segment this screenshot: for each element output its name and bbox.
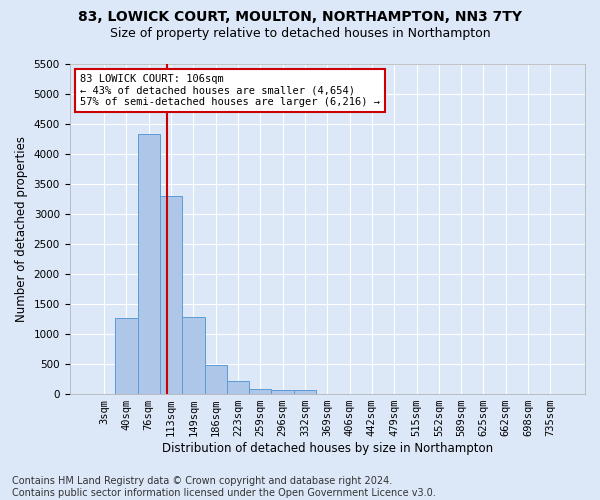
Text: 83, LOWICK COURT, MOULTON, NORTHAMPTON, NN3 7TY: 83, LOWICK COURT, MOULTON, NORTHAMPTON, … — [78, 10, 522, 24]
Bar — [271, 390, 294, 394]
Y-axis label: Number of detached properties: Number of detached properties — [15, 136, 28, 322]
Text: Contains HM Land Registry data © Crown copyright and database right 2024.
Contai: Contains HM Land Registry data © Crown c… — [12, 476, 436, 498]
Bar — [227, 382, 249, 394]
Bar — [160, 196, 182, 394]
Bar — [205, 364, 227, 394]
Bar — [115, 318, 137, 394]
Bar — [137, 134, 160, 394]
Text: Size of property relative to detached houses in Northampton: Size of property relative to detached ho… — [110, 28, 490, 40]
Bar — [249, 389, 271, 394]
Text: 83 LOWICK COURT: 106sqm
← 43% of detached houses are smaller (4,654)
57% of semi: 83 LOWICK COURT: 106sqm ← 43% of detache… — [80, 74, 380, 107]
X-axis label: Distribution of detached houses by size in Northampton: Distribution of detached houses by size … — [162, 442, 493, 455]
Bar — [182, 318, 205, 394]
Bar — [294, 390, 316, 394]
